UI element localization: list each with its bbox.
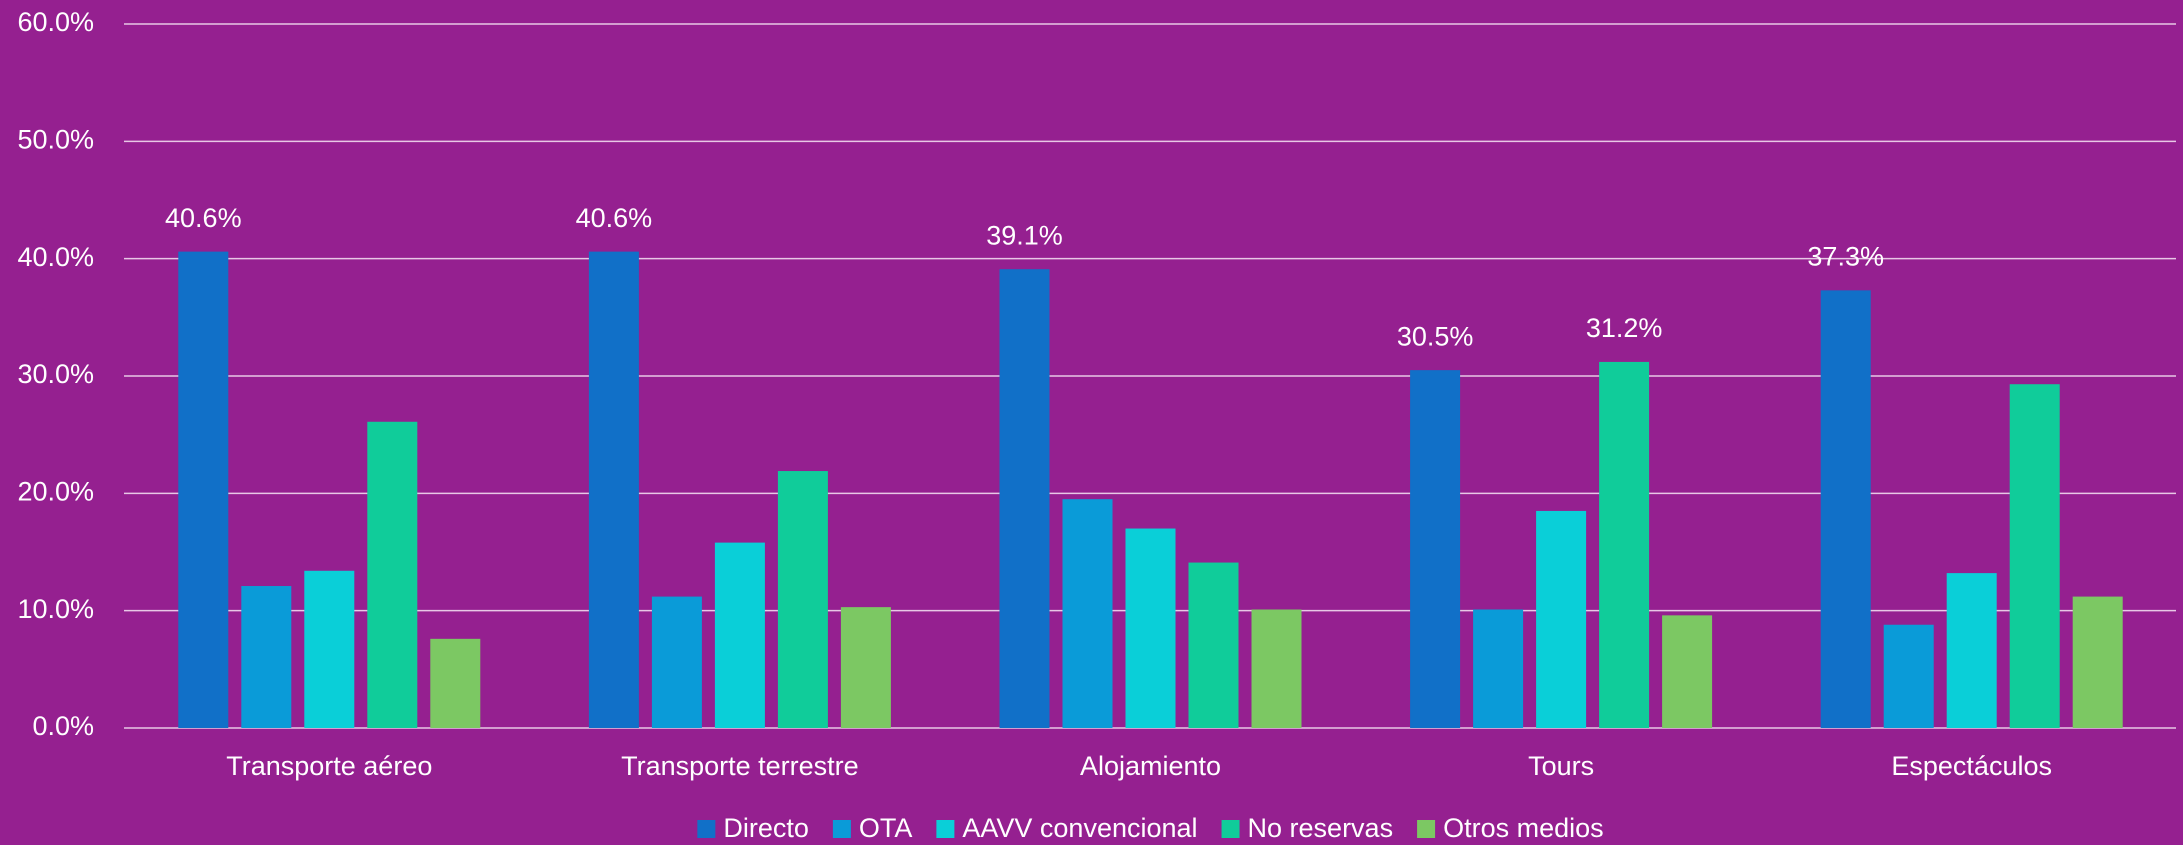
- bar: [1820, 290, 1871, 728]
- bar: [588, 251, 639, 729]
- legend-swatch: [936, 820, 955, 838]
- legend-label: Directo: [723, 813, 809, 843]
- y-tick-label: 20.0%: [17, 476, 94, 506]
- legend-swatch: [1417, 820, 1436, 838]
- x-tick-label: Alojamiento: [1080, 751, 1221, 781]
- bar: [367, 421, 418, 728]
- y-tick-label: 30.0%: [17, 359, 94, 389]
- y-tick-label: 0.0%: [32, 711, 94, 741]
- bar: [2072, 596, 2123, 728]
- bar: [1251, 609, 1302, 728]
- bar: [777, 471, 828, 728]
- data-label: 40.6%: [165, 203, 242, 233]
- bar: [840, 607, 891, 728]
- legend-label: Otros medios: [1443, 813, 1604, 843]
- legend-label: No reservas: [1248, 813, 1394, 843]
- bar: [1125, 528, 1176, 728]
- bar: [1883, 624, 1934, 728]
- x-tick-label: Tours: [1528, 751, 1594, 781]
- legend-label: OTA: [859, 813, 913, 843]
- bar: [2009, 384, 2060, 728]
- y-tick-label: 50.0%: [17, 124, 94, 154]
- bar: [1662, 615, 1713, 728]
- x-tick-label: Transporte aéreo: [226, 751, 432, 781]
- x-tick-label: Transporte terrestre: [621, 751, 859, 781]
- bar: [1599, 361, 1650, 728]
- bar: [999, 269, 1050, 728]
- bar: [241, 586, 292, 728]
- legend-swatch: [1221, 820, 1240, 838]
- data-label: 37.3%: [1807, 241, 1884, 271]
- legend-swatch: [832, 820, 851, 838]
- y-tick-label: 10.0%: [17, 594, 94, 624]
- bar: [1062, 499, 1113, 728]
- data-label: 40.6%: [576, 203, 653, 233]
- bar: [430, 638, 481, 728]
- bar: [304, 570, 355, 728]
- data-label: 39.1%: [986, 220, 1063, 250]
- bar: [651, 596, 702, 728]
- bar: [1410, 370, 1461, 728]
- bar: [714, 542, 765, 728]
- x-tick-label: Espectáculos: [1891, 751, 2052, 781]
- legend-swatch: [697, 820, 716, 838]
- legend-label: AAVV convencional: [962, 813, 1197, 843]
- bar: [1188, 562, 1239, 728]
- y-tick-label: 40.0%: [17, 242, 94, 272]
- bar: [1946, 573, 1997, 728]
- bar: [1536, 510, 1587, 728]
- bar: [178, 251, 229, 729]
- bar: [1473, 609, 1524, 728]
- data-label: 31.2%: [1586, 313, 1663, 343]
- y-tick-label: 60.0%: [17, 7, 94, 37]
- data-label: 30.5%: [1397, 321, 1474, 351]
